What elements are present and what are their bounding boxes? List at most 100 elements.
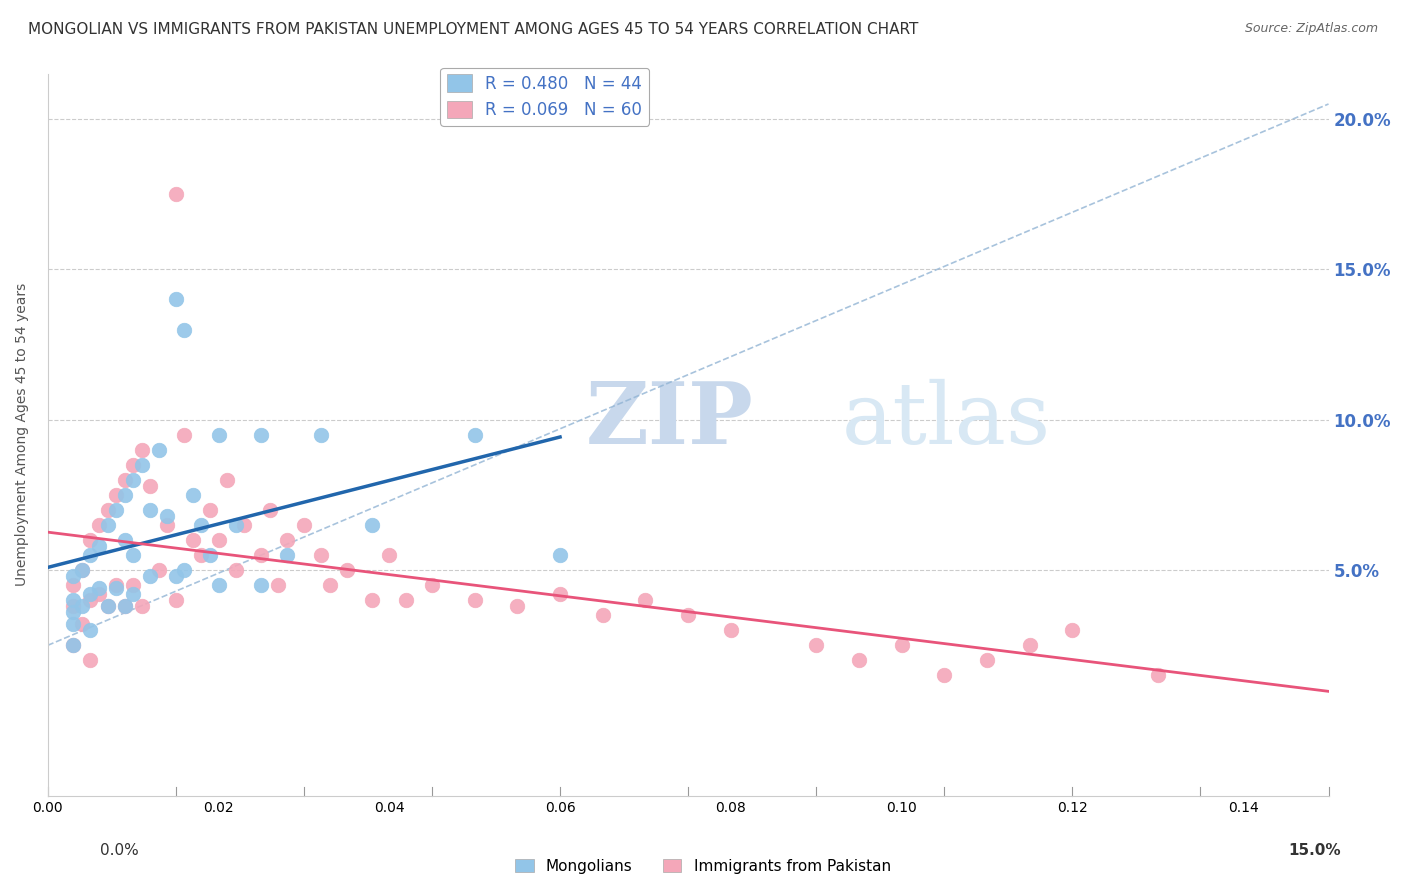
Point	[292, 518, 315, 533]
Point	[114, 533, 136, 547]
Point	[87, 518, 110, 533]
Point	[1146, 668, 1168, 682]
Point	[198, 503, 221, 517]
Point	[122, 473, 145, 487]
Point	[79, 587, 101, 601]
Point	[720, 624, 742, 638]
Point	[70, 563, 93, 577]
Point	[890, 638, 912, 652]
Point	[70, 563, 93, 577]
Point	[676, 608, 699, 623]
Point	[190, 548, 212, 562]
Point	[318, 578, 340, 592]
Point	[181, 488, 204, 502]
Point	[70, 617, 93, 632]
Point	[70, 599, 93, 614]
Point	[361, 593, 384, 607]
Point	[548, 548, 571, 562]
Point	[259, 503, 281, 517]
Point	[309, 548, 332, 562]
Point	[105, 503, 128, 517]
Point	[1062, 624, 1084, 638]
Point	[62, 593, 84, 607]
Point	[96, 599, 118, 614]
Point	[233, 518, 256, 533]
Point	[122, 548, 145, 562]
Point	[225, 563, 247, 577]
Point	[309, 427, 332, 442]
Point	[96, 599, 118, 614]
Point	[62, 605, 84, 619]
Point	[114, 599, 136, 614]
Point	[62, 638, 84, 652]
Point	[96, 518, 118, 533]
Point	[420, 578, 443, 592]
Point	[250, 548, 273, 562]
Point	[207, 578, 229, 592]
Point	[131, 599, 153, 614]
Point	[934, 668, 956, 682]
Point	[79, 624, 101, 638]
Point	[139, 503, 162, 517]
Point	[122, 587, 145, 601]
Point	[62, 599, 84, 614]
Point	[62, 638, 84, 652]
Point	[139, 479, 162, 493]
Point	[173, 563, 195, 577]
Point	[592, 608, 614, 623]
Point	[79, 533, 101, 547]
Point	[105, 488, 128, 502]
Point	[848, 653, 870, 667]
Point	[139, 569, 162, 583]
Point	[156, 508, 179, 523]
Point	[250, 427, 273, 442]
Point	[87, 587, 110, 601]
Point	[198, 548, 221, 562]
Point	[79, 653, 101, 667]
Point	[976, 653, 998, 667]
Point	[122, 578, 145, 592]
Point	[173, 427, 195, 442]
Y-axis label: Unemployment Among Ages 45 to 54 years: Unemployment Among Ages 45 to 54 years	[15, 283, 30, 586]
Point	[148, 563, 170, 577]
Point	[506, 599, 529, 614]
Point	[165, 569, 187, 583]
Point	[156, 518, 179, 533]
Point	[114, 473, 136, 487]
Point	[122, 458, 145, 472]
Point	[336, 563, 359, 577]
Point	[207, 533, 229, 547]
Point	[548, 587, 571, 601]
Text: ZIP: ZIP	[586, 378, 754, 462]
Point	[114, 488, 136, 502]
Point	[634, 593, 657, 607]
Point	[96, 503, 118, 517]
Point	[378, 548, 401, 562]
Point	[806, 638, 828, 652]
Point	[361, 518, 384, 533]
Point	[131, 442, 153, 457]
Point	[165, 293, 187, 307]
Point	[173, 322, 195, 336]
Point	[62, 578, 84, 592]
Point	[79, 593, 101, 607]
Point	[87, 581, 110, 595]
Point	[276, 533, 298, 547]
Text: 15.0%: 15.0%	[1288, 843, 1341, 857]
Point	[165, 593, 187, 607]
Point	[267, 578, 290, 592]
Legend: Mongolians, Immigrants from Pakistan: Mongolians, Immigrants from Pakistan	[509, 853, 897, 880]
Point	[148, 442, 170, 457]
Point	[105, 581, 128, 595]
Point	[250, 578, 273, 592]
Point	[62, 569, 84, 583]
Text: 0.0%: 0.0%	[100, 843, 139, 857]
Point	[105, 578, 128, 592]
Point	[225, 518, 247, 533]
Point	[1018, 638, 1040, 652]
Legend: R = 0.480   N = 44, R = 0.069   N = 60: R = 0.480 N = 44, R = 0.069 N = 60	[440, 68, 648, 126]
Point	[215, 473, 238, 487]
Text: Source: ZipAtlas.com: Source: ZipAtlas.com	[1244, 22, 1378, 36]
Point	[62, 617, 84, 632]
Point	[165, 187, 187, 202]
